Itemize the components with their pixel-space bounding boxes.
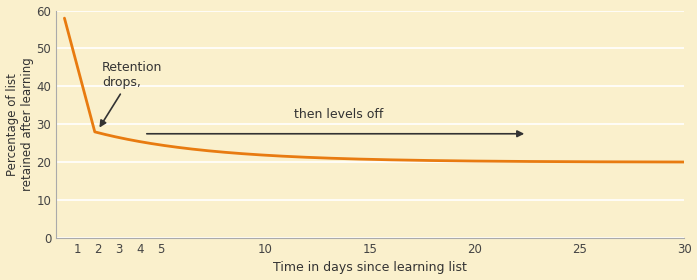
Text: then levels off: then levels off: [294, 108, 383, 120]
Y-axis label: Percentage of list
retained after learning: Percentage of list retained after learni…: [6, 57, 33, 191]
X-axis label: Time in days since learning list: Time in days since learning list: [273, 262, 467, 274]
Text: Retention
drops,: Retention drops,: [100, 61, 162, 126]
